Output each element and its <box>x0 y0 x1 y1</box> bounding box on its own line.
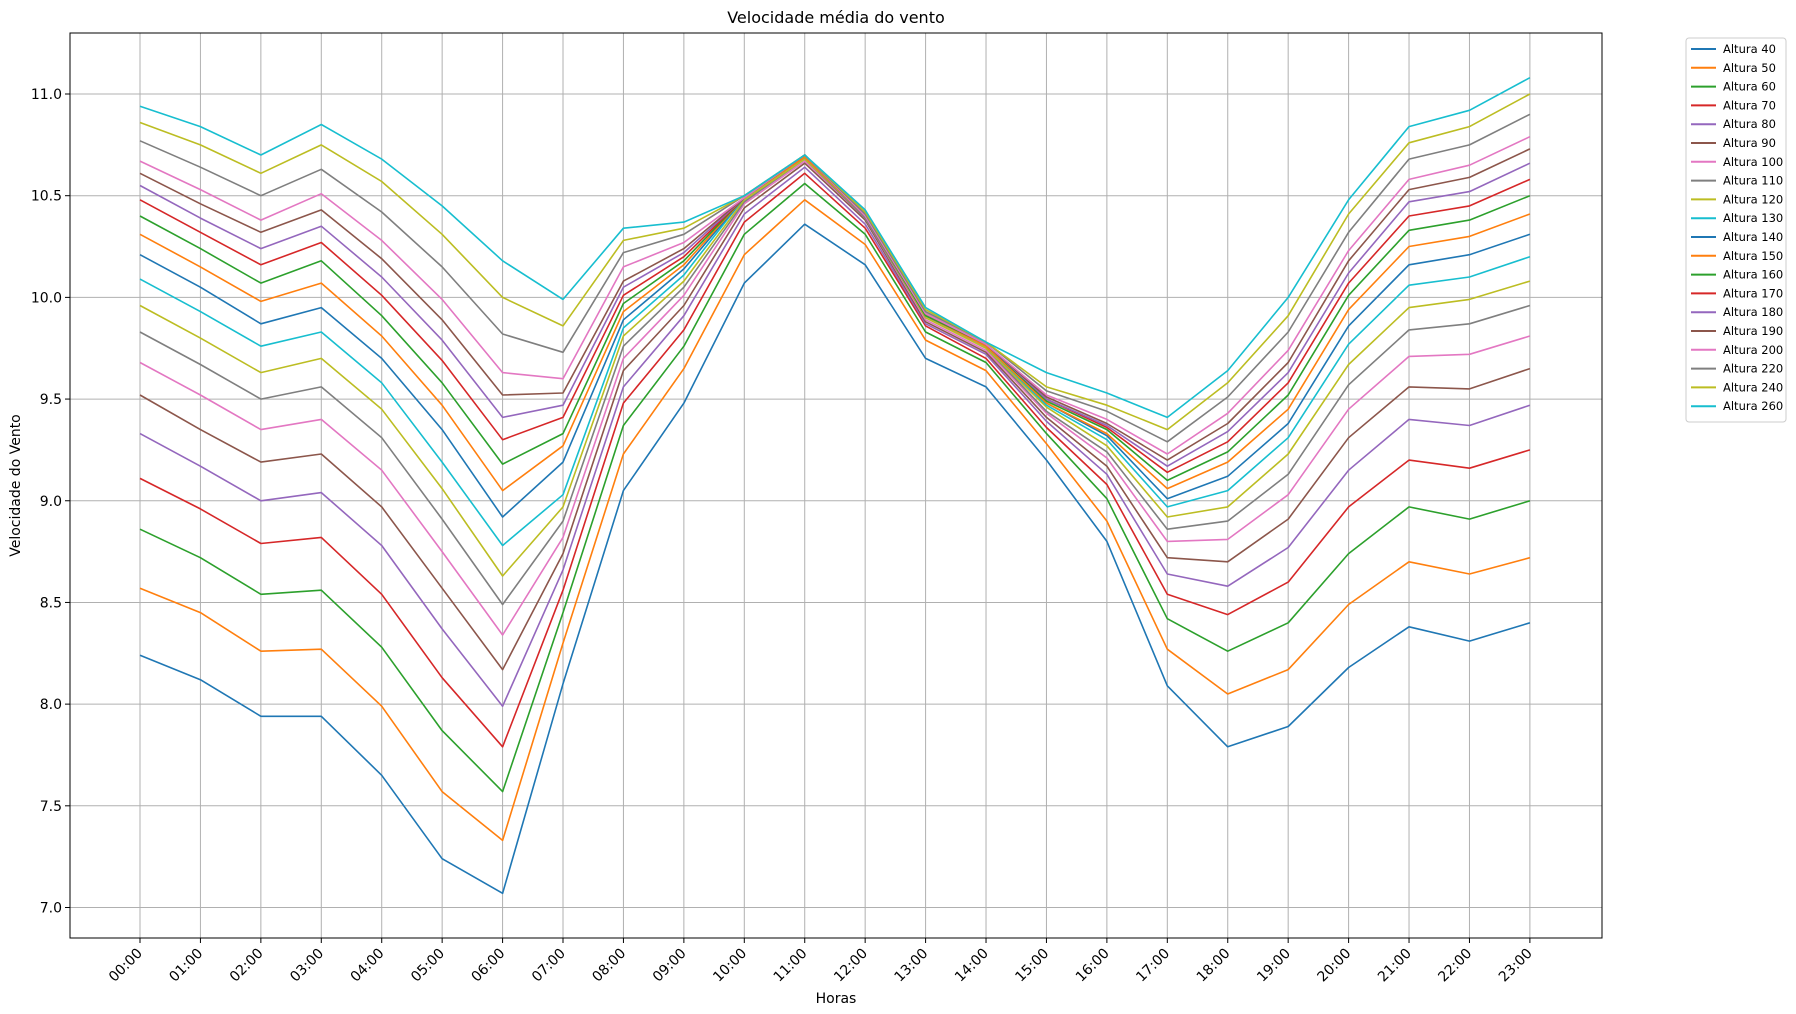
y-tick-label: 11.0 <box>31 87 62 103</box>
series-line <box>139 182 1531 793</box>
legend-label: Altura 60 <box>1723 80 1776 94</box>
series-lines <box>139 76 1531 895</box>
legend-label: Altura 130 <box>1723 211 1783 225</box>
series-line <box>139 166 1531 708</box>
legend-label: Altura 70 <box>1723 98 1776 112</box>
y-tick-label: 7.5 <box>40 799 62 815</box>
chart-title: Velocidade média do vento <box>727 8 945 27</box>
y-axis-title: Velocidade do Vento <box>8 414 24 557</box>
y-tick-label: 8.0 <box>40 697 62 713</box>
y-tick-label: 10.5 <box>31 189 62 205</box>
legend-label: Altura 50 <box>1723 61 1776 75</box>
y-tick-label: 8.5 <box>40 595 62 611</box>
legend-frame <box>1685 37 1787 423</box>
y-tick-label: 7.0 <box>40 900 62 916</box>
series-line <box>139 223 1531 895</box>
legend-label: Altura 150 <box>1723 249 1783 263</box>
plot-area-frame <box>69 32 1603 939</box>
legend-label: Altura 190 <box>1723 324 1783 338</box>
legend-label: Altura 80 <box>1723 117 1776 131</box>
legend-label: Altura 170 <box>1723 286 1783 300</box>
legend-label: Altura 260 <box>1723 399 1783 413</box>
legend-label: Altura 160 <box>1723 268 1783 282</box>
legend-label: Altura 120 <box>1723 192 1783 206</box>
y-tick-label: 9.0 <box>40 494 62 510</box>
y-tick-label: 9.5 <box>40 392 62 408</box>
legend-label: Altura 180 <box>1723 305 1783 319</box>
series-line <box>139 76 1531 419</box>
legend-label: Altura 220 <box>1723 362 1783 376</box>
series-line <box>139 162 1531 671</box>
legend-label: Altura 140 <box>1723 230 1783 244</box>
legend-label: Altura 90 <box>1723 136 1776 150</box>
legend-label: Altura 40 <box>1723 42 1776 56</box>
x-axis-title: Horas <box>816 991 857 1007</box>
series-line <box>139 172 1531 748</box>
legend: Altura 40 Altura 50 Altura 60 Altura 70 Altu… <box>1685 37 1787 423</box>
legend-label: Altura 100 <box>1723 155 1783 169</box>
legend-label: Altura 240 <box>1723 380 1783 394</box>
series-line <box>139 199 1531 842</box>
y-tick-label: 10.0 <box>31 290 62 306</box>
legend-label: Altura 110 <box>1723 174 1783 188</box>
legend-label: Altura 200 <box>1723 343 1783 357</box>
